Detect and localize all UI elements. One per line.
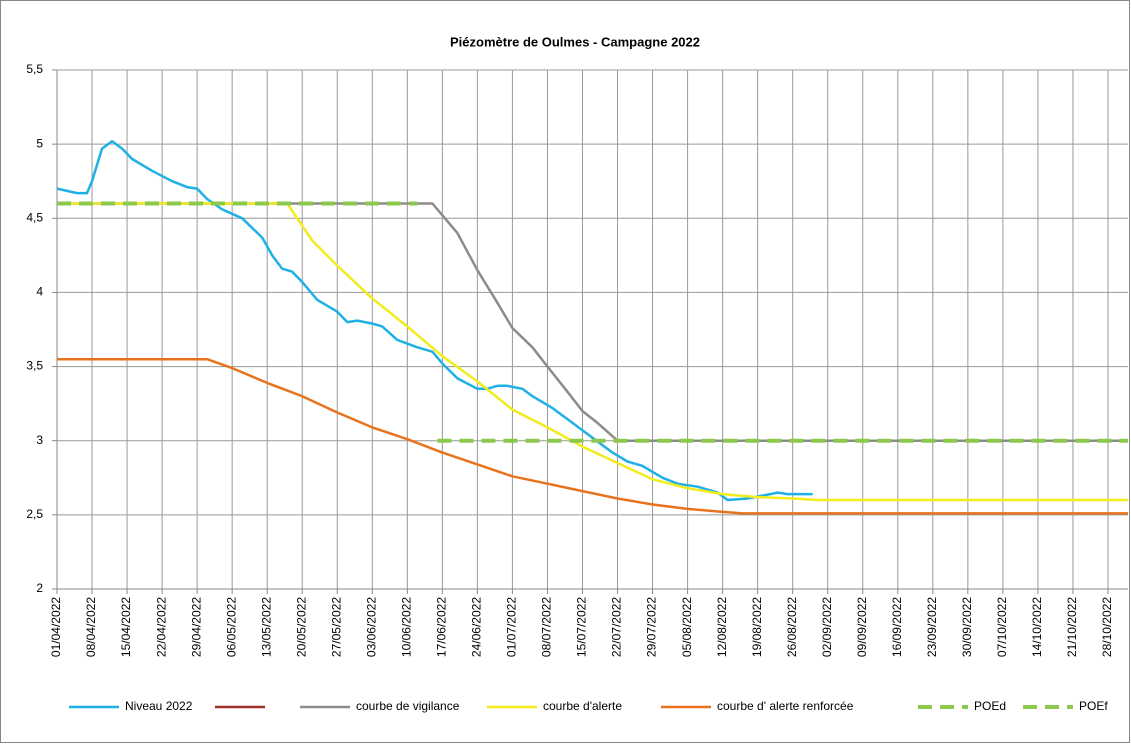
x-tick-label: 29/07/2022 <box>645 597 659 657</box>
x-tick-label: 15/07/2022 <box>575 597 589 657</box>
y-tick-label: 2 <box>36 581 43 595</box>
x-tick-label: 02/09/2022 <box>820 597 834 657</box>
y-tick-label: 3,5 <box>26 359 43 373</box>
x-tick-label: 17/06/2022 <box>435 597 449 657</box>
y-tick-label: 3 <box>36 433 43 447</box>
legend-label: courbe d' alerte renforcée <box>717 699 854 713</box>
x-tick-label: 24/06/2022 <box>470 597 484 657</box>
legend-label: courbe de vigilance <box>356 699 460 713</box>
legend-label: POEd <box>974 699 1006 713</box>
x-tick-label: 22/04/2022 <box>154 597 168 657</box>
y-tick-label: 5,5 <box>26 62 43 76</box>
chart-title: Piézomètre de Oulmes - Campagne 2022 <box>450 34 700 49</box>
x-tick-label: 22/07/2022 <box>610 597 624 657</box>
x-tick-label: 01/04/2022 <box>49 597 63 657</box>
x-tick-label: 09/09/2022 <box>855 597 869 657</box>
x-tick-label: 13/05/2022 <box>259 597 273 657</box>
x-tick-label: 29/04/2022 <box>189 597 203 657</box>
x-tick-label: 20/05/2022 <box>294 597 308 657</box>
y-tick-label: 4 <box>36 285 43 299</box>
series-line <box>57 357 1128 515</box>
y-tick-label: 5 <box>36 136 43 150</box>
x-tick-label: 01/07/2022 <box>505 597 519 657</box>
x-tick-label: 05/08/2022 <box>680 597 694 657</box>
y-tick-label: 2,5 <box>26 507 43 521</box>
legend-label: Niveau 2022 <box>125 699 193 713</box>
x-tick-label: 08/07/2022 <box>540 597 554 657</box>
x-tick-label: 08/04/2022 <box>84 597 98 657</box>
x-tick-label: 19/08/2022 <box>750 597 764 657</box>
x-tick-label: 15/04/2022 <box>119 597 133 657</box>
x-tick-label: 14/10/2022 <box>1030 597 1044 657</box>
x-tick-label: 12/08/2022 <box>715 597 729 657</box>
series-line <box>56 139 813 502</box>
series-line <box>57 202 1128 502</box>
x-tick-label: 21/10/2022 <box>1065 597 1079 657</box>
legend-label: courbe d'alerte <box>543 699 622 713</box>
x-tick-label: 07/10/2022 <box>995 597 1009 657</box>
y-tick-label: 4,5 <box>26 210 43 224</box>
x-tick-label: 03/06/2022 <box>364 597 378 657</box>
x-tick-label: 16/09/2022 <box>890 597 904 657</box>
x-tick-label: 23/09/2022 <box>925 597 939 657</box>
x-tick-label: 30/09/2022 <box>960 597 974 657</box>
x-tick-label: 27/05/2022 <box>329 597 343 657</box>
x-tick-label: 26/08/2022 <box>785 597 799 657</box>
x-tick-label: 10/06/2022 <box>399 597 413 657</box>
series-line <box>57 202 1128 442</box>
x-tick-label: 06/05/2022 <box>224 597 238 657</box>
x-tick-label: 28/10/2022 <box>1100 597 1114 657</box>
legend-label: POEf <box>1079 699 1108 713</box>
